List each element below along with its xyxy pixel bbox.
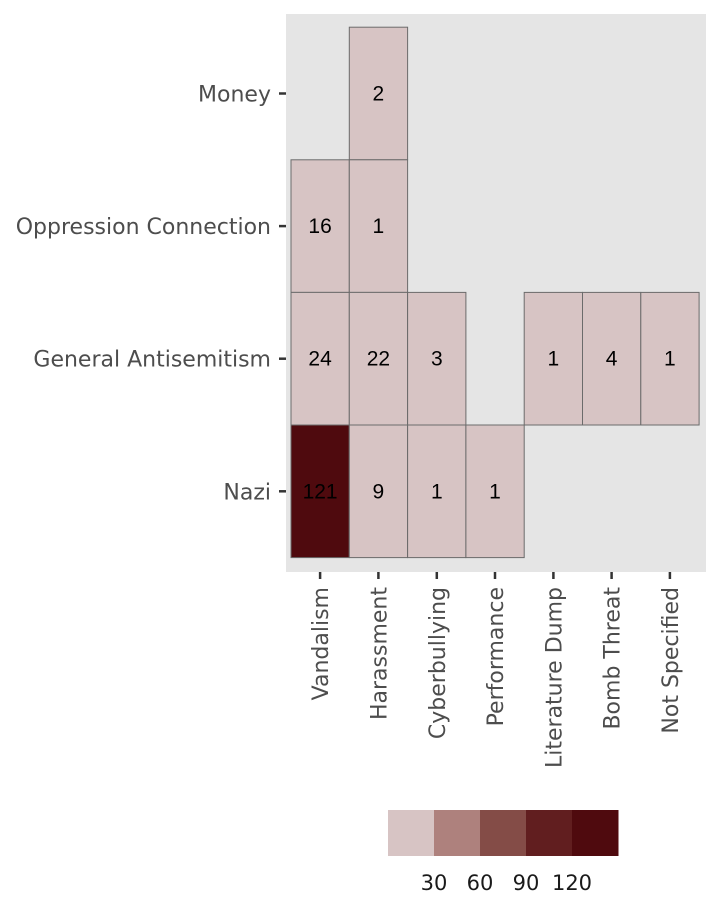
cell-nazi-cyberbullying <box>407 424 467 559</box>
cell-label: 16 <box>308 215 331 238</box>
y-tick-label-money: Money <box>198 83 271 108</box>
cell-label: 1 <box>373 215 385 238</box>
legend-tick-label: 90 <box>513 871 540 895</box>
x-tick-label-performance: Performance <box>484 587 509 726</box>
x-tick-label-bomb-threat: Bomb Threat <box>601 587 626 730</box>
cell-money-harassment <box>348 26 409 161</box>
cell-label: 24 <box>308 348 332 371</box>
y-tick-label-oppression-connection: Oppression Connection <box>16 215 271 240</box>
x-tick-label-literature-dump: Literature Dump <box>542 587 567 768</box>
cell-label: 1 <box>431 480 443 503</box>
cell-nazi-vandalism <box>290 424 350 559</box>
legend-swatch-4 <box>526 810 573 856</box>
legend-swatch-5 <box>572 810 619 856</box>
cell-label: 1 <box>548 348 560 371</box>
x-tick-label-cyberbullying: Cyberbullying <box>426 587 451 739</box>
cell-label: 1 <box>664 348 676 371</box>
cell-nazi-performance <box>465 424 525 559</box>
cells-layer: 2 16 1 24 22 3 1 4 1 121 9 1 1 <box>290 26 700 559</box>
legend-swatch-1 <box>388 810 435 856</box>
cell-label: 22 <box>367 348 390 371</box>
x-tick-label-harassment: Harassment <box>367 587 392 720</box>
cell-label: 9 <box>373 480 385 503</box>
y-tick-label-nazi: Nazi <box>223 480 271 505</box>
legend-tick-label: 120 <box>552 871 592 895</box>
legend-swatch-3 <box>480 810 527 856</box>
cell-label: 3 <box>431 348 443 371</box>
legend: 30 60 90 120 <box>388 810 619 895</box>
y-axis: Nazi General Antisemitism Oppression Conne… <box>16 83 286 505</box>
x-tick-label-not-specified: Not Specified <box>659 587 684 734</box>
y-tick-label-general-antisemitism: General Antisemitism <box>33 348 271 373</box>
cell-general-antisemitism-literature-dump <box>523 291 584 426</box>
cell-general-antisemitism-not-specified <box>640 291 700 426</box>
legend-tick-label: 30 <box>421 871 448 895</box>
cell-general-antisemitism-harassment <box>348 291 409 426</box>
cell-general-antisemitism-bomb-threat <box>582 291 642 426</box>
legend-tick-label: 60 <box>467 871 494 895</box>
cell-oppression-connection-harassment <box>348 159 409 293</box>
legend-swatch-2 <box>434 810 481 856</box>
x-axis: Vandalism Harassment Cyberbullying Performa… <box>309 572 684 768</box>
cell-label: 2 <box>373 83 385 106</box>
cell-general-antisemitism-cyberbullying <box>407 291 467 426</box>
cell-nazi-harassment <box>348 424 409 559</box>
cell-label: 4 <box>606 348 618 371</box>
cell-label: 121 <box>303 480 338 503</box>
x-tick-label-vandalism: Vandalism <box>309 587 334 700</box>
cell-label: 1 <box>489 480 501 503</box>
